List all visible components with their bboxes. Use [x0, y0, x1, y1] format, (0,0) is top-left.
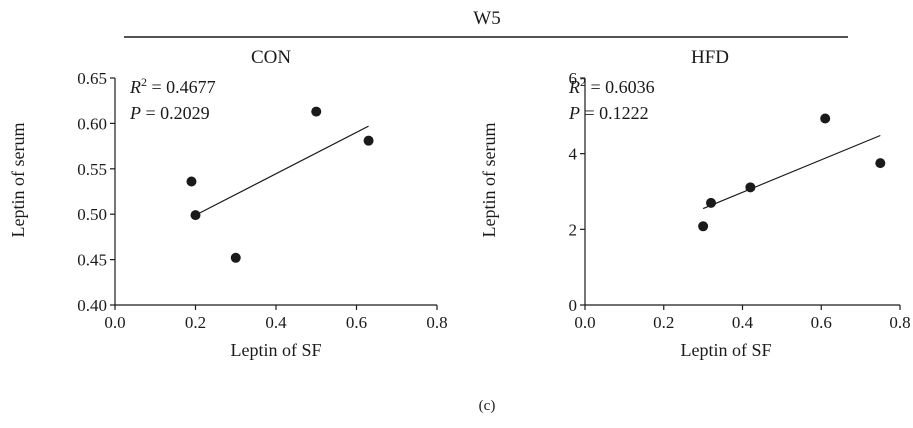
- data-point-hfd: [745, 182, 756, 193]
- x-tick-label-hfd: 0.4: [732, 313, 754, 332]
- figure-caption: (c): [479, 398, 496, 414]
- data-point-con: [363, 135, 374, 146]
- x-axis-label-con: Leptin of SF: [230, 340, 321, 360]
- regression-line-con: [195, 125, 369, 216]
- x-tick-label-hfd: 0.6: [811, 313, 832, 332]
- y-tick-label-hfd: 4: [569, 145, 578, 164]
- y-tick-label-con: 0.50: [77, 205, 107, 224]
- data-point-hfd: [875, 158, 886, 169]
- y-tick-label-con: 0.45: [77, 251, 107, 270]
- x-tick-label-hfd: 0.2: [653, 313, 674, 332]
- x-tick-label-con: 0.0: [104, 313, 125, 332]
- r2-annotation-hfd: R2 = 0.6036: [568, 75, 655, 97]
- x-tick-label-hfd: 0.8: [889, 313, 910, 332]
- group-title: W5: [473, 8, 500, 29]
- x-tick-label-con: 0.8: [426, 313, 447, 332]
- regression-line-hfd: [702, 134, 881, 210]
- data-point-con: [311, 106, 322, 117]
- y-tick-label-hfd: 2: [569, 220, 578, 239]
- y-tick-label-con: 0.55: [77, 160, 107, 179]
- p-annotation-hfd: P = 0.1222: [568, 103, 649, 123]
- axes-hfd: 0.0 0.2 0.4 0.6 0.8 0 2 4 6: [569, 69, 911, 332]
- y-tick-label-con: 0.65: [77, 69, 107, 88]
- panel-con: CON Leptin of serum Leptin of SF 0.0 0.2 0…: [8, 47, 448, 360]
- r2-annotation-con: R2 = 0.4677: [129, 75, 216, 97]
- x-axis-label-hfd: Leptin of SF: [680, 340, 771, 360]
- marks-hfd: [698, 113, 886, 232]
- data-point-con: [230, 252, 241, 263]
- panel-title-con: CON: [251, 47, 291, 68]
- y-tick-label-con: 0.40: [77, 296, 107, 315]
- axes-con: 0.0 0.2 0.4 0.6 0.8 0.40 0.45 0.50 0.55 0.60 0.65: [77, 69, 447, 332]
- y-axis-label-con: Leptin of serum: [8, 123, 28, 238]
- marks-con: [186, 106, 374, 263]
- p-annotation-con: P = 0.2029: [129, 103, 210, 123]
- y-tick-label-hfd: 0: [569, 296, 578, 315]
- x-tick-label-con: 0.6: [346, 313, 367, 332]
- x-tick-label-con: 0.2: [185, 313, 206, 332]
- data-point-hfd: [698, 221, 709, 232]
- data-point-con: [186, 176, 197, 187]
- data-point-hfd: [820, 113, 831, 124]
- data-point-con: [190, 210, 201, 221]
- data-point-hfd: [706, 197, 716, 208]
- panel-hfd: HFD Leptin of serum Leptin of SF 0.0 0.2 0…: [479, 47, 911, 360]
- x-tick-label-hfd: 0.0: [574, 313, 595, 332]
- y-axis-label-hfd: Leptin of serum: [479, 123, 499, 238]
- y-tick-label-con: 0.60: [77, 114, 107, 133]
- y-tick-label-hfd: 6: [569, 69, 578, 88]
- panel-title-hfd: HFD: [691, 47, 729, 68]
- x-tick-label-con: 0.4: [265, 313, 287, 332]
